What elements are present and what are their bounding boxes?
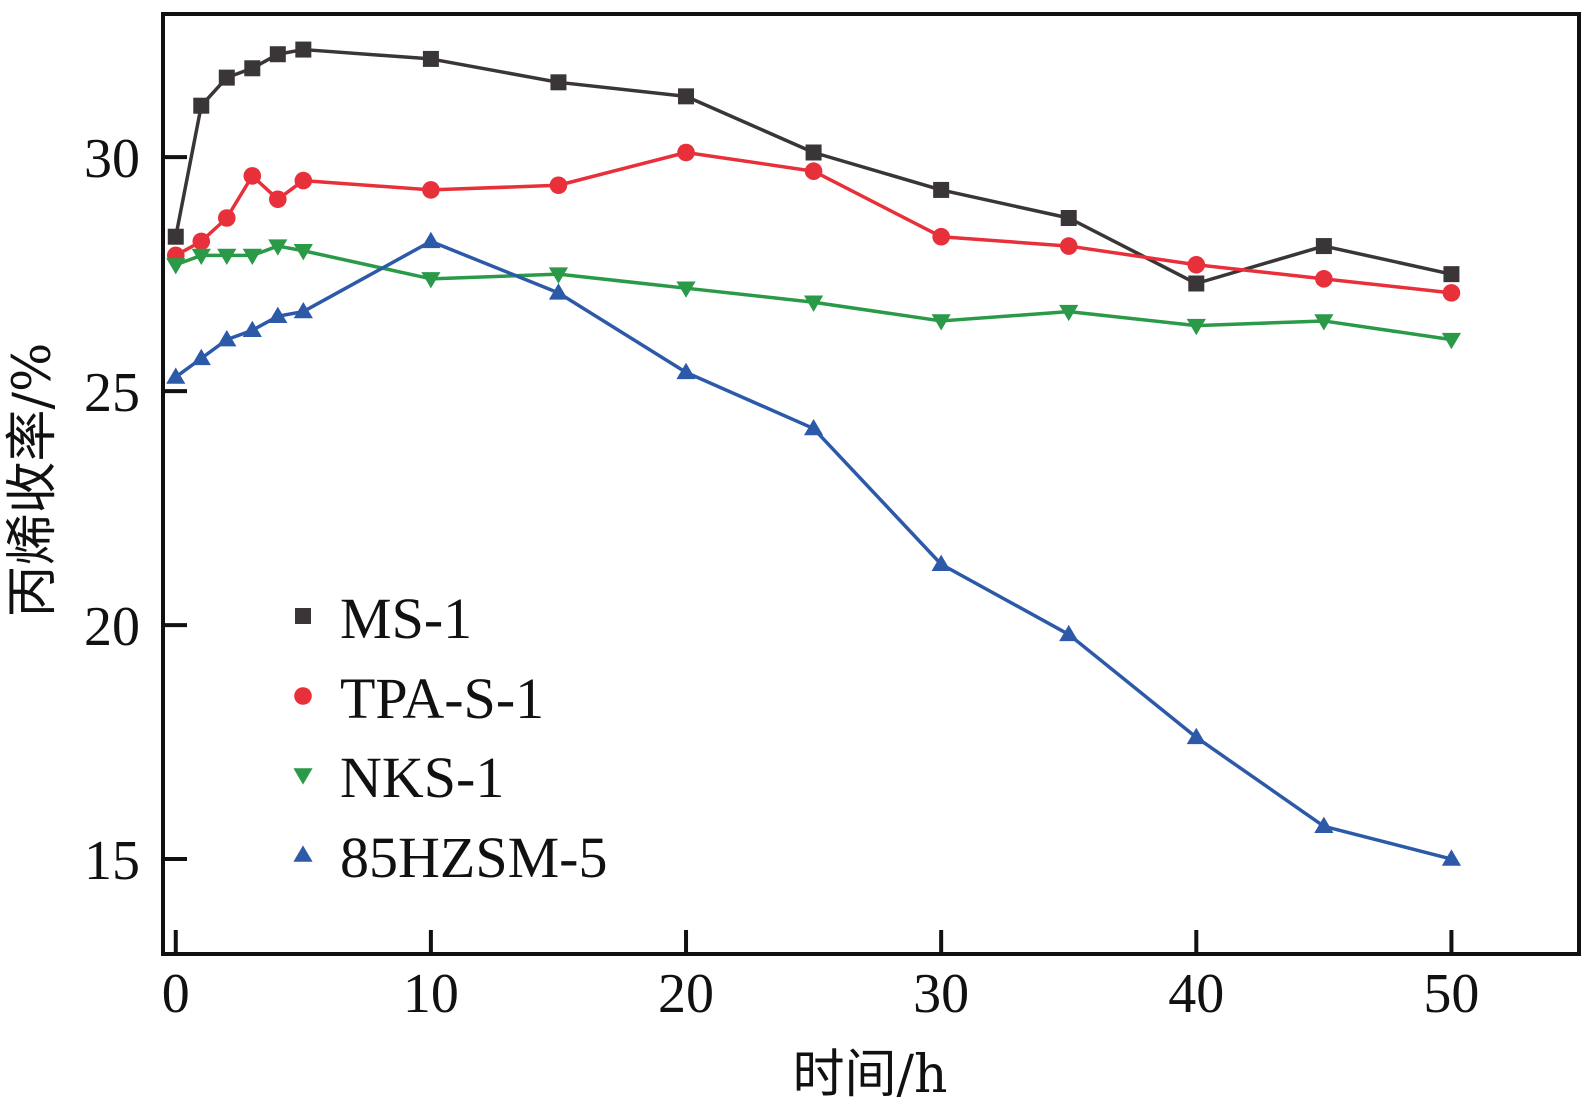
data-point-tpa-s-1 (294, 171, 313, 190)
y-tick-label: 25 (84, 362, 140, 424)
data-point-ms-1 (244, 60, 261, 77)
legend-label-85hzsm-5: 85HZSM-5 (340, 825, 607, 890)
data-point-tpa-s-1 (422, 181, 440, 199)
y-axis-title: 丙烯收率/% (3, 343, 63, 618)
series-tpa-s-1 (166, 143, 1461, 302)
data-point-ms-1 (1188, 275, 1205, 292)
data-point-ms-1 (1315, 238, 1332, 255)
x-tick-label: 0 (162, 963, 190, 1025)
data-point-ms-1 (550, 74, 567, 91)
data-point-tpa-s-1 (269, 190, 287, 209)
data-point-ms-1 (422, 50, 439, 67)
series-layer (166, 41, 1462, 866)
series-ms-1 (167, 41, 1460, 292)
data-point-tpa-s-1 (1187, 255, 1206, 274)
data-point-ms-1 (218, 69, 235, 86)
legend-label-tpa-s-1: TPA-S-1 (340, 666, 544, 731)
data-point-nks-1 (1186, 318, 1206, 336)
legend-item-tpa-s-1: TPA-S-1 (294, 666, 544, 731)
data-point-ms-1 (933, 181, 950, 198)
data-point-nks-1 (166, 258, 186, 275)
data-point-tpa-s-1 (549, 176, 568, 195)
data-point-85hzsm-5 (293, 301, 313, 319)
legend: MS-1 TPA-S-1 NKS-1 85HZSM-5 (293, 586, 607, 890)
data-point-ms-1 (805, 144, 822, 161)
series-line-nks-1 (175, 244, 1452, 342)
data-point-tpa-s-1 (1315, 270, 1333, 288)
data-point-nks-1 (1059, 304, 1079, 322)
data-point-tpa-s-1 (1059, 237, 1078, 255)
data-point-85hzsm-5 (676, 362, 696, 380)
legend-marker-85hzsm-5 (293, 845, 313, 862)
data-point-nks-1 (217, 248, 237, 266)
series-85hzsm-5 (166, 231, 1462, 866)
y-tick-label: 30 (84, 128, 140, 190)
data-point-85hzsm-5 (931, 554, 951, 571)
data-point-nks-1 (548, 267, 569, 284)
data-point-85hzsm-5 (1059, 624, 1079, 642)
legend-item-ms-1: MS-1 (295, 586, 472, 651)
legend-marker-ms-1 (295, 608, 311, 624)
data-point-tpa-s-1 (243, 167, 262, 185)
data-point-tpa-s-1 (804, 162, 823, 181)
data-point-tpa-s-1 (217, 209, 236, 227)
data-point-ms-1 (1443, 266, 1460, 283)
x-tick-label: 20 (658, 963, 714, 1025)
data-point-85hzsm-5 (1314, 816, 1334, 833)
x-tick-label: 50 (1423, 963, 1479, 1025)
plot-frame (161, 12, 1581, 956)
data-point-tpa-s-1 (677, 143, 695, 162)
legend-marker-nks-1 (293, 768, 313, 785)
x-tick-label: 40 (1168, 963, 1224, 1025)
data-point-tpa-s-1 (192, 232, 211, 251)
data-point-ms-1 (295, 41, 312, 58)
data-point-tpa-s-1 (932, 227, 950, 246)
data-point-nks-1 (268, 239, 288, 256)
legend-label-nks-1: NKS-1 (340, 745, 504, 810)
data-point-85hzsm-5 (217, 330, 237, 347)
data-point-85hzsm-5 (1186, 727, 1206, 745)
data-point-tpa-s-1 (1442, 284, 1461, 302)
data-point-nks-1 (676, 281, 696, 298)
data-point-85hzsm-5 (268, 306, 288, 323)
axis-ticks: 0 10 20 30 40 50 15 20 25 30 (84, 128, 1479, 1025)
x-tick-label: 30 (913, 963, 969, 1025)
legend-item-85hzsm-5: 85HZSM-5 (293, 825, 607, 890)
data-point-nks-1 (293, 244, 313, 261)
x-tick-label: 10 (403, 963, 459, 1025)
data-point-ms-1 (1060, 210, 1077, 227)
data-point-nks-1 (191, 248, 211, 266)
data-point-nks-1 (1441, 332, 1462, 350)
legend-marker-tpa-s-1 (294, 687, 312, 705)
data-point-nks-1 (931, 314, 951, 331)
data-point-ms-1 (678, 88, 695, 105)
data-point-85hzsm-5 (242, 320, 262, 338)
data-point-ms-1 (269, 46, 286, 63)
data-point-85hzsm-5 (191, 348, 211, 366)
data-point-nks-1 (1314, 314, 1334, 331)
data-point-nks-1 (242, 248, 262, 266)
data-point-85hzsm-5 (803, 418, 824, 436)
data-point-nks-1 (421, 272, 441, 289)
data-point-85hzsm-5 (548, 283, 569, 300)
data-point-85hzsm-5 (421, 231, 441, 249)
data-point-ms-1 (167, 228, 184, 245)
data-point-nks-1 (803, 295, 824, 312)
legend-label-ms-1: MS-1 (340, 586, 472, 651)
data-point-85hzsm-5 (166, 367, 186, 384)
legend-item-nks-1: NKS-1 (293, 745, 504, 810)
data-point-ms-1 (193, 97, 210, 114)
series-nks-1 (166, 239, 1462, 350)
x-axis-title: 时间/h (792, 1045, 947, 1105)
y-tick-label: 20 (84, 596, 140, 658)
y-tick-label: 15 (84, 830, 140, 892)
data-point-85hzsm-5 (1441, 849, 1462, 866)
